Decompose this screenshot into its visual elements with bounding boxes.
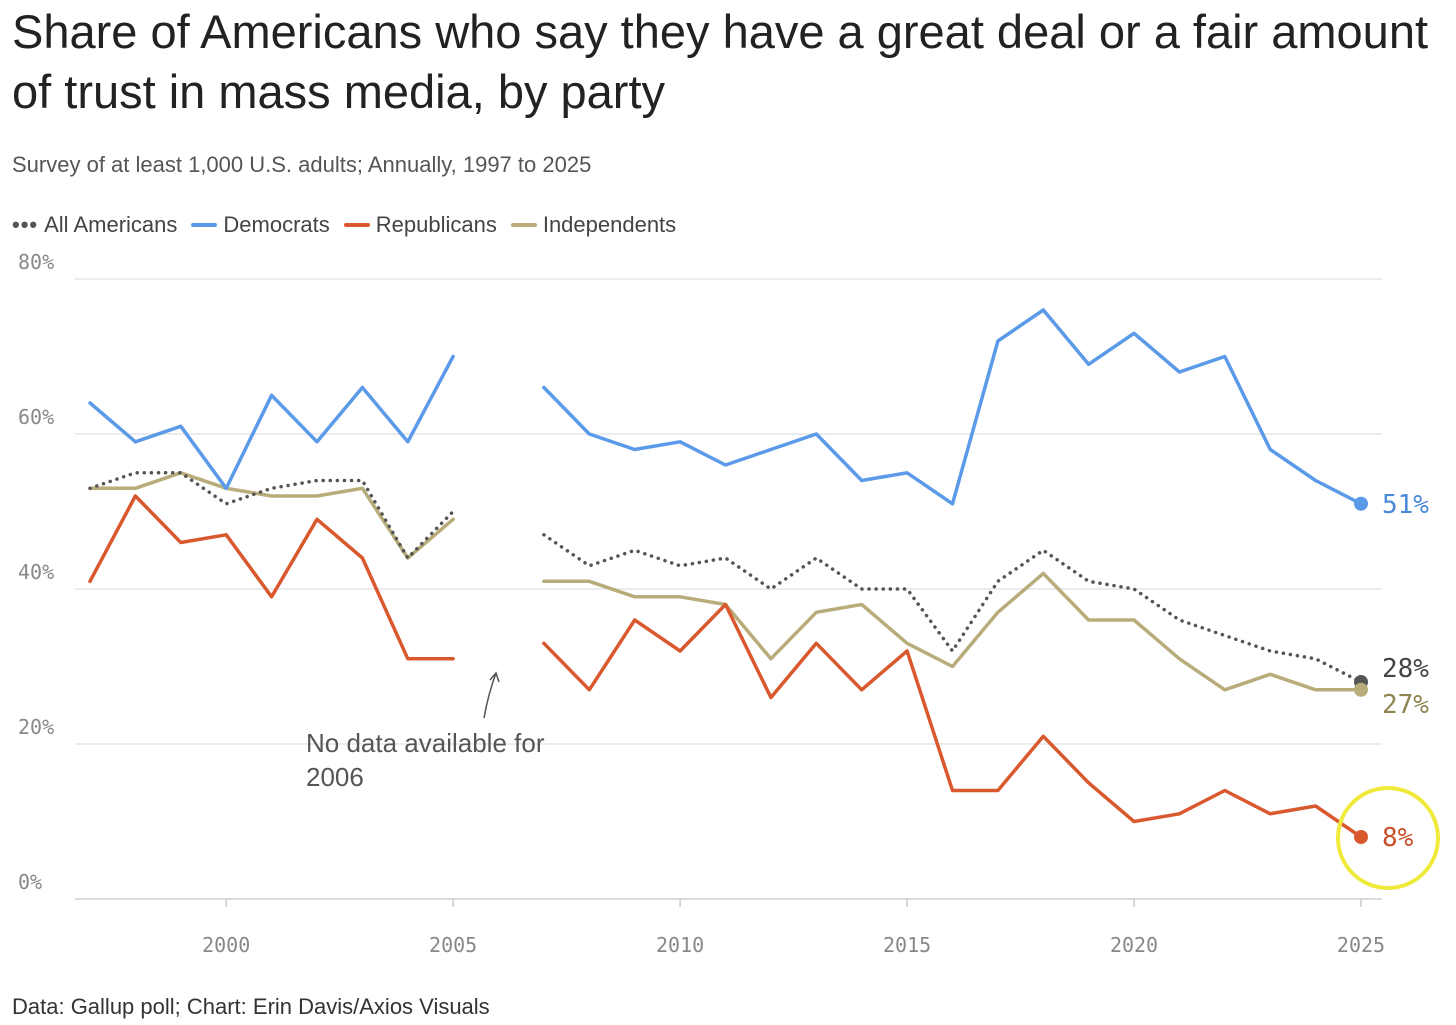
annotation-line2: 2006: [306, 762, 364, 792]
end-value-label: 28%: [1382, 654, 1429, 684]
end-point: [1354, 682, 1368, 697]
legend-label: Democrats: [223, 212, 330, 237]
legend-label: All Americans: [44, 212, 178, 237]
end-value-label: 8%: [1382, 823, 1414, 853]
y-tick-label: 20%: [18, 715, 54, 739]
chart-title: Share of Americans who say they have a g…: [12, 5, 1429, 118]
legend-item-republicans: Republicans: [343, 212, 497, 238]
chart-source: Data: Gallup poll; Chart: Erin Davis/Axi…: [12, 994, 490, 1019]
y-tick-label: 60%: [18, 405, 54, 429]
line-swatch-icon: [510, 223, 537, 227]
highlight-circle: [1336, 786, 1440, 890]
x-tick-label: 2000: [202, 933, 250, 957]
legend-item-independents: Independents: [510, 212, 677, 238]
line-swatch-icon: [343, 223, 370, 227]
series-line-all-americans: [88, 471, 1363, 684]
series-line-republicans: [88, 494, 1363, 839]
annotation-line1: No data available for: [306, 728, 545, 758]
series-line-independents: [88, 471, 1363, 692]
legend-label: Independents: [542, 212, 677, 237]
legend-item-democrats: Democrats: [191, 212, 330, 238]
annotation: No data available for 2006: [306, 671, 545, 792]
legend: ••• All Americans Democrats Republicans I…: [12, 212, 676, 238]
chart-subtitle: Survey of at least 1,000 U.S. adults; An…: [12, 152, 592, 177]
arrow-icon: [483, 671, 500, 719]
legend-item-all: ••• All Americans: [12, 212, 177, 238]
x-tick-label: 2005: [429, 933, 477, 957]
x-tick-label: 2010: [656, 933, 704, 957]
y-tick-label: 40%: [18, 560, 54, 584]
end-value-label: 51%: [1382, 490, 1429, 520]
series-line-democrats: [88, 308, 1363, 506]
y-tick-label: 0%: [18, 870, 42, 894]
line-swatch-icon: [191, 223, 218, 227]
x-tick-label: 2025: [1337, 933, 1385, 957]
end-point: [1354, 830, 1368, 844]
end-value-label: 27%: [1382, 690, 1429, 720]
end-point: [1354, 496, 1368, 511]
x-tick-label: 2020: [1110, 933, 1158, 957]
y-tick-label: 80%: [18, 250, 54, 274]
legend-label: Republicans: [375, 212, 497, 237]
x-tick-label: 2015: [883, 933, 931, 957]
